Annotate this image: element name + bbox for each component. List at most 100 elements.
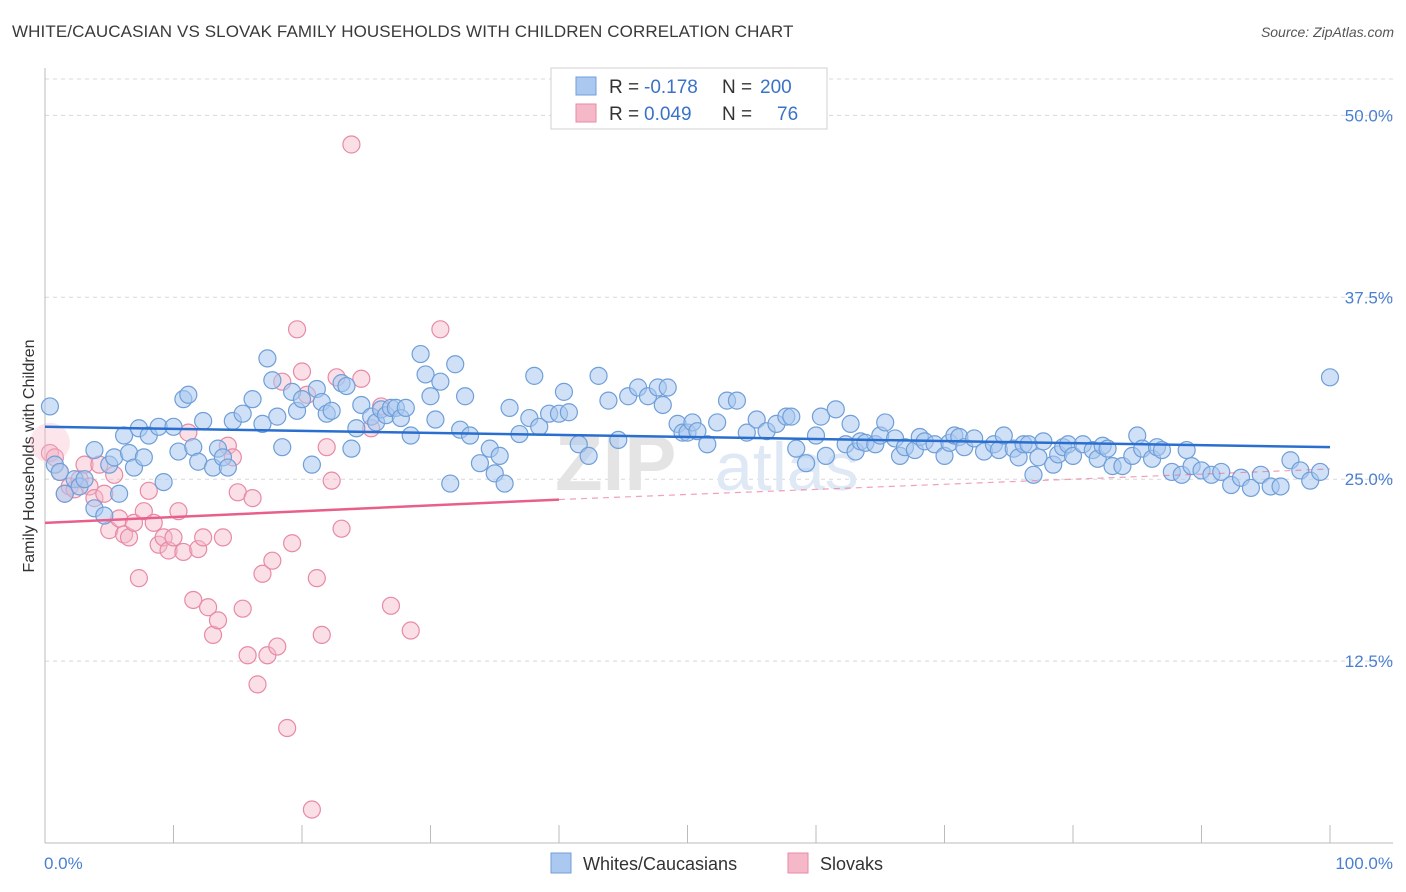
whites-trend-line	[44, 425, 1331, 449]
whites-point	[455, 387, 475, 406]
y-tick-label: 50.0%	[1345, 106, 1393, 125]
whites-point	[559, 403, 578, 422]
slovaks-point	[184, 590, 203, 610]
whites-point	[154, 473, 173, 492]
whites-point	[787, 439, 806, 458]
whites-point	[747, 410, 766, 429]
slovaks-point	[208, 611, 228, 630]
whites-point	[1212, 462, 1231, 482]
whites-point	[194, 411, 213, 431]
whites-point	[273, 438, 292, 457]
whites-point	[268, 407, 287, 426]
whites-point	[688, 422, 707, 441]
slovaks-point	[302, 800, 321, 819]
whites-point	[243, 390, 262, 409]
slovaks-trend-line-extrapolated	[558, 468, 1331, 501]
axes: 0.0% 100.0%	[44, 68, 1393, 873]
whites-point	[826, 400, 845, 419]
whites-point	[263, 371, 282, 390]
whites-point	[460, 426, 480, 445]
whites-point	[342, 439, 361, 458]
whites-point	[401, 426, 420, 445]
whites-point	[426, 410, 445, 429]
slovaks-point	[198, 598, 218, 617]
legend-n-value-2: 76	[777, 104, 798, 125]
whites-point	[525, 366, 544, 385]
bottom-legend-label-whites: Whites/Caucasians	[583, 854, 737, 874]
bottom-legend-label-slovaks: Slovaks	[820, 854, 883, 874]
x-tick-label-min: 0.0%	[44, 854, 83, 873]
slovaks-point	[174, 542, 193, 562]
whites-point	[446, 355, 465, 374]
slovaks-point	[307, 569, 326, 588]
slovaks-point	[189, 539, 208, 559]
legend-swatch-whites	[575, 76, 597, 96]
whites-point	[727, 391, 747, 410]
slovaks-point	[381, 596, 401, 615]
slovaks-point	[317, 438, 336, 457]
whites-point	[441, 474, 460, 493]
slovaks-point	[114, 525, 134, 544]
bottom-legend-swatch-whites	[550, 852, 572, 874]
legend-n-label-2: N =	[722, 104, 752, 125]
whites-point	[589, 366, 608, 385]
y-tick-label: 37.5%	[1345, 288, 1393, 307]
y-tick-label: 25.0%	[1345, 470, 1393, 489]
whites-point	[302, 455, 321, 474]
grid-lines: 12.5% 25.0% 37.5% 50.0%	[45, 78, 1393, 671]
whites-point	[396, 398, 415, 417]
whites-point	[292, 390, 312, 409]
slovaks-point	[253, 564, 272, 583]
whites-point	[55, 484, 74, 503]
whites-point	[134, 448, 153, 467]
legend-r-label-1: R =	[609, 77, 639, 98]
whites-point	[1311, 462, 1330, 482]
whites-point	[50, 462, 69, 482]
whites-point	[470, 454, 490, 473]
whites-point	[490, 446, 509, 466]
slovaks-trend-line	[44, 498, 560, 525]
whites-point	[1024, 465, 1043, 484]
slovaks-point	[431, 320, 450, 339]
whites-point	[1152, 440, 1172, 460]
legend-r-value-1: -0.178	[644, 77, 698, 98]
whites-point	[579, 446, 598, 466]
legend-n-value-1: 200	[760, 77, 792, 98]
slovaks-point	[292, 362, 312, 381]
whites-point	[411, 344, 430, 364]
legend-r-label-2: R =	[609, 104, 639, 125]
slovaks-point	[213, 528, 233, 547]
whites-point	[110, 484, 129, 503]
whites-point	[698, 435, 717, 454]
slovaks-point	[268, 637, 287, 656]
whites-point	[782, 407, 801, 426]
whites-point	[806, 426, 826, 445]
y-axis-title: Family Households with Children	[21, 340, 38, 573]
whites-point	[500, 398, 519, 417]
slovaks-point	[134, 502, 153, 521]
source-label: Source: ZipAtlas.com	[1260, 24, 1394, 40]
slovaks-point	[129, 569, 149, 588]
whites-point	[554, 382, 574, 401]
whites-point	[40, 397, 60, 416]
slovaks-point	[322, 471, 341, 490]
whites-point	[841, 414, 860, 433]
whites-point	[797, 454, 816, 473]
x-tick-label-max: 100.0%	[1335, 854, 1393, 873]
whites-point	[75, 470, 94, 489]
whites-point	[876, 413, 895, 432]
whites-point	[179, 385, 198, 404]
slovaks-point	[283, 534, 302, 553]
slovaks-point	[401, 621, 420, 640]
whites-point	[811, 407, 831, 426]
slovaks-point	[139, 481, 158, 500]
whites-point	[347, 419, 366, 438]
whites-point	[421, 387, 440, 406]
legend-swatch-slovaks	[575, 103, 597, 123]
whites-point	[1063, 446, 1083, 466]
slovaks-point	[238, 646, 257, 665]
slovaks-point	[352, 369, 371, 388]
slovaks-point	[203, 625, 223, 645]
whites-points	[40, 344, 1340, 525]
